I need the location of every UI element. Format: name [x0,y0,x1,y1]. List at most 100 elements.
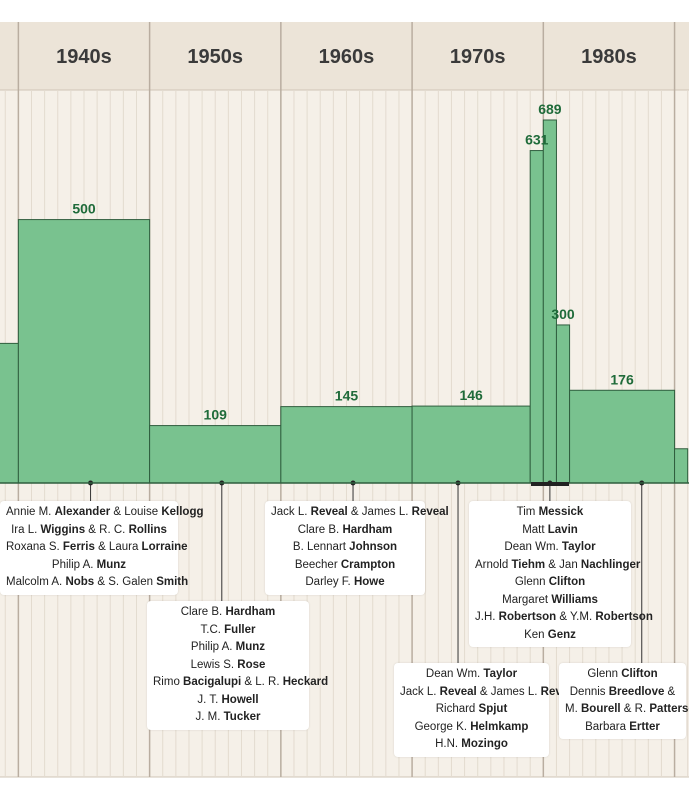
contributor-given-name: Glenn [587,668,622,680]
contributor-given-name: Dennis [569,685,609,698]
contributor-given-name: Glenn [514,576,549,588]
contributor-given-name: Dean Wm. [425,668,484,680]
contributor-surname: Hardham [342,523,393,536]
bar-value-label: 689 [538,101,562,117]
contributor-given-name: & [664,685,676,698]
contributor-line: Jack L. Reveal & James L. Reveal [271,504,449,522]
contributor-surname: Reveal [439,685,477,698]
contributor-given-name: Philip A. [190,641,236,653]
bar [542,119,557,484]
contributor-line: Ken Genz [475,627,625,645]
bar [17,219,151,484]
contributor-surname: Kellogg [161,506,204,518]
contributor-line: Arnold Tiehm & Jan Nachlinger [475,557,640,575]
contributor-surname: Taylor [561,541,596,553]
bar [149,425,282,484]
contributor-line: Ira L. Wiggins & R. C. Rollins [6,522,172,540]
contributor-given-name: & S. Galen [94,576,157,588]
contributor-surname: Bourell [580,703,621,715]
bar-value-label: 500 [72,201,96,217]
contributor-box: Glenn Clifton Dennis Breedlove & M. Bourel… [559,663,689,739]
contributor-line: Barbara Ertter [565,719,680,737]
contributor-given-name: & Louise [110,506,162,518]
contributor-given-name: J.H. [475,611,499,623]
bar-value-label: 109 [204,407,228,423]
contributor-line: Dean Wm. Taylor [400,666,543,684]
contributor-given-name: Clare B. [297,523,343,536]
bar-value-label: 631 [525,132,549,148]
contributor-line: T.C. Fuller [153,622,303,640]
bar [0,342,19,484]
contributor-surname: Munz [235,641,266,653]
contributor-surname: Rose [237,658,266,671]
contributor-surname: Smith [156,576,189,588]
contributor-surname: Tiehm [511,558,546,571]
bar [555,324,571,484]
contributor-given-name: & Laura [94,541,142,553]
contributor-given-name: Clare B. [180,606,226,618]
contributor-given-name: H.N. [435,738,462,750]
contributor-surname: Helmkamp [470,720,529,733]
contributor-line: B. Lennart Johnson [271,539,419,557]
contributor-surname: Bacigalupi [183,676,242,688]
contributor-line: George K. Helmkamp [400,719,543,737]
bar-value-label: 300 [551,306,575,322]
contributor-box: Annie M. Alexander & Louise Kellogg Ira L… [0,501,204,595]
contributor-given-name: Barbara [585,720,630,733]
decade-label: 1960s [319,46,375,68]
contributor-line: Tim Messick [475,504,625,522]
contributor-surname: Messick [538,506,584,518]
contributor-given-name: Tim [516,506,539,518]
contributor-line: Margaret Williams [475,592,625,610]
contributor-surname: Nachlinger [580,558,641,571]
contributor-surname: Rollins [128,523,167,536]
bar [280,406,413,484]
contributor-box: Jack L. Reveal & James L. Reveal Clare B.… [265,501,449,595]
contributor-surname: Lorraine [141,541,188,553]
contributor-given-name: Malcolm A. [6,576,66,588]
contributor-line: Glenn Clifton [475,574,625,592]
bar-value-label: 176 [610,371,634,387]
contributor-line: Darley F. Howe [271,574,419,592]
contributor-surname: Williams [551,593,598,606]
bar-value-label: 145 [335,388,359,404]
contributor-line: Matt Lavin [475,522,625,540]
contributor-surname: Ertter [629,720,660,733]
contributor-surname: Clifton [621,668,658,680]
contributor-line: H.N. Mozingo [400,736,543,754]
contributor-surname: Robertson [595,611,653,623]
contributor-line: Jack L. Reveal & James L. Reveal [400,684,578,702]
contributor-surname: Patterson [649,703,689,715]
contributor-line: Rimo Bacigalupi & L. R. Heckard [153,674,328,692]
bar [674,448,689,484]
contributor-line: J. M. Tucker [153,709,303,727]
contributor-line: Philip A. Munz [153,639,303,657]
contributor-surname: Taylor [483,668,518,680]
contributor-box: Tim Messick Matt Lavin Dean Wm. Taylor Arno… [469,501,653,647]
bar [569,389,676,484]
decade-label: 1940s [56,46,112,68]
contributor-given-name: Annie M. [6,506,55,518]
contributor-given-name: Darley F. [305,576,354,588]
contributor-line: J.H. Robertson & Y.M. Robertson [475,609,653,627]
contributor-given-name: & L. R. [241,676,283,688]
contributor-surname: Tucker [223,711,261,723]
contributor-given-name: & R. [620,703,650,715]
contributor-surname: Spjut [478,703,508,715]
contributor-given-name: Roxana S. [6,541,63,553]
contributor-line: Richard Spjut [400,701,543,719]
contributor-given-name: & James L. [347,506,412,518]
contributor-surname: Mozingo [461,738,508,750]
contributor-surname: Fuller [224,623,256,636]
decade-label: 1970s [450,46,506,68]
contributor-given-name: Arnold [475,558,512,571]
decade-label: 1950s [187,46,243,68]
contributor-line: Malcolm A. Nobs & S. Galen Smith [6,574,188,592]
contributor-given-name: Rimo [153,676,184,688]
contributor-line: Dennis Breedlove & [565,684,680,702]
contributor-given-name: Philip A. [51,558,97,571]
contributor-surname: Reveal [411,506,449,518]
contributor-given-name: Lewis S. [190,658,238,671]
contributor-given-name: T.C. [200,623,225,636]
contributor-line: Clare B. Hardham [271,522,419,540]
